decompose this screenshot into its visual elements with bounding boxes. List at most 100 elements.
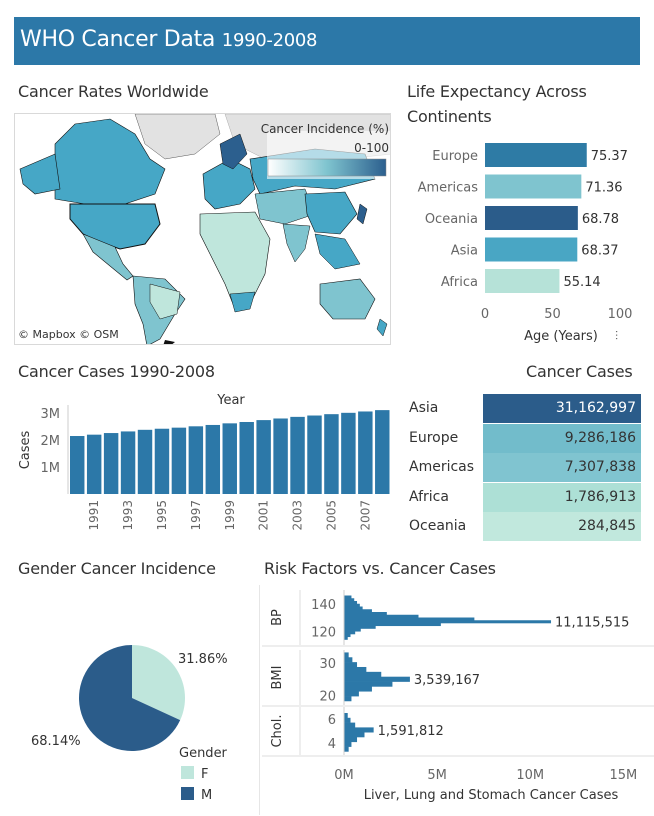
cases-year-bar[interactable] <box>171 427 187 494</box>
life-exp-category-label: Americas <box>418 181 479 196</box>
risk-bar[interactable] <box>344 614 419 618</box>
table-row[interactable]: Oceania 284,845 <box>405 512 641 542</box>
risk-bar[interactable] <box>344 681 393 687</box>
gender-pie-chart[interactable]: 31.86% 68.14% Gender FM <box>14 580 254 810</box>
life-exp-bar[interactable] <box>485 269 560 293</box>
cases-year-x-tick: 1995 <box>155 500 169 531</box>
risk-bar[interactable] <box>344 625 376 629</box>
life-exp-bar[interactable] <box>485 143 587 167</box>
risk-bar[interactable] <box>344 746 349 752</box>
cases-year-y-label: Cases <box>18 430 33 469</box>
risk-bar[interactable] <box>344 727 374 733</box>
risk-bar[interactable] <box>344 722 356 728</box>
cases-year-chart[interactable]: Year Cases 1M 2M 3M 1991 1993 1995 1997 1999 2001 2… <box>14 388 394 538</box>
risk-bar[interactable] <box>344 595 352 599</box>
life-exp-title-2: Continents <box>407 107 492 126</box>
risk-bar[interactable] <box>344 628 361 632</box>
risk-bar[interactable] <box>344 623 441 627</box>
risk-bar[interactable] <box>344 657 353 663</box>
cases-year-bar[interactable] <box>324 414 339 494</box>
risk-bar[interactable] <box>344 634 351 638</box>
risk-bar[interactable] <box>344 686 372 692</box>
risk-bar[interactable] <box>344 636 348 640</box>
cases-year-bar[interactable] <box>188 426 204 494</box>
cases-year-bar[interactable] <box>154 428 170 494</box>
pie-legend-swatch[interactable] <box>181 766 194 779</box>
cases-year-bar[interactable] <box>307 415 322 494</box>
cases-year-bar[interactable] <box>341 412 356 494</box>
map-mexico <box>82 233 134 281</box>
risk-bar[interactable] <box>344 691 359 697</box>
pie-legend-title: Gender <box>179 746 228 761</box>
life-exp-value-label: 75.37 <box>591 149 628 164</box>
risk-bar[interactable] <box>344 717 351 723</box>
cases-year-bar[interactable] <box>205 424 221 494</box>
risk-bar[interactable] <box>344 598 355 602</box>
cases-year-x-tick: 2007 <box>358 500 372 531</box>
risk-bar[interactable] <box>344 612 387 616</box>
cases-year-bar[interactable] <box>375 410 390 494</box>
risk-bar[interactable] <box>344 732 365 738</box>
map-legend-title: Cancer Incidence (%) <box>261 122 389 136</box>
risk-bar[interactable] <box>344 601 358 605</box>
cases-year-bar[interactable] <box>358 411 373 494</box>
risk-bar[interactable] <box>344 662 358 668</box>
risk-panel-name: Chol. <box>270 714 285 747</box>
risk-panel-name: BP <box>270 609 285 626</box>
life-exp-value-label: 71.36 <box>585 181 622 196</box>
risk-bar[interactable] <box>344 696 352 702</box>
risk-bar[interactable] <box>344 631 356 635</box>
risk-bar[interactable] <box>344 609 372 613</box>
table-value-cell: 9,286,186 <box>483 423 641 453</box>
table-row[interactable]: Asia 31,162,997 <box>405 394 641 423</box>
cases-year-bar[interactable] <box>273 418 288 494</box>
risk-bar[interactable] <box>344 737 358 743</box>
map-attribution[interactable]: © Mapbox © OSM <box>18 328 119 341</box>
table-row[interactable]: Americas 7,307,838 <box>405 453 641 483</box>
table-region-label: Oceania <box>409 518 467 535</box>
sort-icon[interactable]: ⫶ <box>615 329 618 343</box>
map-india <box>282 223 311 263</box>
life-exp-bar[interactable] <box>485 174 582 199</box>
table-row[interactable]: Africa 1,786,913 <box>405 482 641 512</box>
table-region-label: Europe <box>409 429 459 446</box>
risk-bar[interactable] <box>344 606 363 610</box>
risk-chart[interactable]: BP 120 140 11,115,515 BMI 20 30 3,539,167 Chol. 4… <box>262 585 654 810</box>
life-exp-chart[interactable]: Europe 75.37 Americas 71.36 Oceania 68.78 Asia… <box>400 135 650 350</box>
cases-year-y-tick: 3M <box>41 407 61 422</box>
cases-year-bar[interactable] <box>256 420 271 494</box>
cases-year-bar[interactable] <box>120 431 136 494</box>
risk-bar[interactable] <box>344 620 552 624</box>
cases-year-bar[interactable] <box>222 423 237 494</box>
pie-legend-swatch[interactable] <box>181 787 194 800</box>
risk-bar[interactable] <box>344 741 352 747</box>
cases-year-bar[interactable] <box>70 436 85 494</box>
life-exp-x-label: Age (Years) <box>524 329 598 344</box>
cases-year-bar[interactable] <box>239 421 254 494</box>
pie-label-f: 31.86% <box>178 652 228 667</box>
risk-bar[interactable] <box>344 666 367 673</box>
risk-bar[interactable] <box>344 676 410 682</box>
risk-x-label: Liver, Lung and Stomach Cancer Cases <box>364 788 619 803</box>
cases-year-bar[interactable] <box>290 416 305 494</box>
map-new-zealand <box>376 318 388 337</box>
risk-bar[interactable] <box>344 617 475 621</box>
life-exp-value-label: 55.14 <box>563 275 600 290</box>
life-exp-bar[interactable] <box>485 206 578 230</box>
pie-slice[interactable] <box>132 645 185 721</box>
world-map-canvas[interactable]: Cancer Incidence (%) 0-100 <box>15 114 391 345</box>
pie-label-m: 68.14% <box>31 734 81 749</box>
page-title: WHO Cancer Data 1990-2008 <box>20 27 318 52</box>
cases-year-bar[interactable] <box>137 429 153 494</box>
world-map[interactable]: Cancer Incidence (%) 0-100 © Mapbox © OS… <box>14 113 391 345</box>
risk-bar[interactable] <box>344 603 360 607</box>
life-exp-bar[interactable] <box>485 237 578 262</box>
risk-bar[interactable] <box>344 652 349 658</box>
risk-bar[interactable] <box>344 713 348 719</box>
risk-y-tick: 20 <box>319 689 336 704</box>
table-row[interactable]: Europe 9,286,186 <box>405 423 641 453</box>
cases-year-bar[interactable] <box>103 433 119 494</box>
cases-year-bar[interactable] <box>86 434 102 494</box>
risk-bar[interactable] <box>344 671 382 677</box>
pie-slice[interactable] <box>79 645 181 751</box>
